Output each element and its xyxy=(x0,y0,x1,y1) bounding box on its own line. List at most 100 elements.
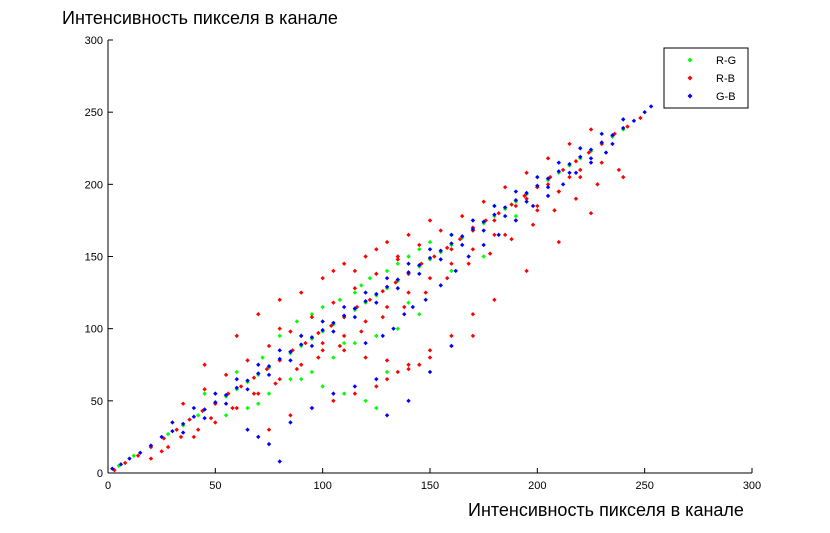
data-point xyxy=(492,203,497,209)
data-point xyxy=(406,366,411,372)
data-point xyxy=(470,226,476,232)
data-point xyxy=(509,236,514,242)
data-point xyxy=(406,398,411,404)
legend: R-G R-B G-B xyxy=(663,47,749,109)
data-point xyxy=(277,459,282,464)
data-point xyxy=(432,254,437,259)
data-point xyxy=(384,275,390,281)
data-point xyxy=(223,372,229,378)
data-point xyxy=(159,434,164,440)
data-point xyxy=(423,297,428,302)
data-point xyxy=(266,441,272,447)
data-point xyxy=(331,355,336,360)
data-point xyxy=(573,170,579,175)
data-point xyxy=(610,141,615,147)
data-point xyxy=(427,239,433,245)
data-point xyxy=(363,299,368,304)
data-point xyxy=(417,242,422,248)
data-point xyxy=(567,161,572,167)
data-point xyxy=(320,327,325,333)
data-point xyxy=(384,358,390,363)
data-point xyxy=(513,198,519,203)
data-point xyxy=(642,109,647,115)
y-tick-label: 0 xyxy=(97,468,103,480)
data-point xyxy=(417,362,422,367)
x-axis-label: Интенсивность пикселя в канале xyxy=(468,500,744,520)
legend-label: R-G xyxy=(716,55,736,67)
data-point xyxy=(423,290,428,295)
data-point xyxy=(513,203,519,209)
data-point xyxy=(331,320,336,326)
data-point xyxy=(460,242,465,248)
data-point xyxy=(299,333,304,339)
data-point xyxy=(238,384,244,389)
data-point xyxy=(320,348,325,353)
data-point xyxy=(294,319,300,324)
data-point xyxy=(331,329,336,334)
data-point xyxy=(567,174,572,180)
data-point xyxy=(545,156,551,161)
data-point xyxy=(131,453,136,458)
data-point xyxy=(406,232,411,238)
data-point xyxy=(509,202,514,207)
data-point xyxy=(530,203,536,209)
y-tick-label: 100 xyxy=(85,324,103,336)
data-point xyxy=(288,420,293,425)
data-point xyxy=(266,391,272,396)
data-point xyxy=(588,147,594,152)
data-point xyxy=(496,211,501,216)
data-point xyxy=(245,405,250,411)
data-point xyxy=(309,343,315,349)
data-point xyxy=(427,348,433,353)
data-point xyxy=(610,133,615,138)
data-point xyxy=(384,239,390,245)
data-point xyxy=(578,167,583,173)
data-point xyxy=(208,415,214,421)
data-point xyxy=(256,312,261,317)
data-point xyxy=(487,251,493,256)
axes: 0 50 100 150 200 250 300 0 50 100 150 200 250 300 xyxy=(85,35,762,492)
data-point xyxy=(256,391,261,396)
data-point xyxy=(556,169,561,174)
data-point xyxy=(556,160,561,165)
data-point xyxy=(395,286,400,291)
data-point xyxy=(524,199,529,204)
data-point xyxy=(395,369,400,375)
data-point xyxy=(234,333,239,339)
data-point xyxy=(481,228,486,233)
data-point xyxy=(427,275,433,281)
data-point xyxy=(112,467,117,473)
data-point xyxy=(309,369,315,375)
data-point xyxy=(545,193,551,199)
data-point xyxy=(374,300,379,305)
data-point xyxy=(359,329,364,334)
data-point xyxy=(481,219,486,225)
data-point xyxy=(496,232,501,238)
data-point xyxy=(352,340,358,346)
y-axis-label: Интенсивность пикселя в канале xyxy=(62,8,338,28)
data-point xyxy=(277,376,282,382)
data-point xyxy=(586,150,592,155)
data-point xyxy=(337,343,343,349)
data-point xyxy=(524,190,529,196)
data-point xyxy=(578,174,583,180)
data-point xyxy=(460,234,465,239)
data-point xyxy=(303,340,308,346)
data-point xyxy=(277,326,282,331)
data-point xyxy=(299,376,304,382)
x-tick-label: 250 xyxy=(635,480,653,492)
data-point xyxy=(492,212,497,217)
data-point xyxy=(545,185,551,190)
data-point xyxy=(363,319,368,324)
data-point xyxy=(288,413,293,418)
data-point xyxy=(545,176,551,181)
data-point xyxy=(524,268,529,274)
data-point xyxy=(374,333,379,339)
data-point xyxy=(202,407,207,412)
data-point xyxy=(438,248,443,253)
data-point xyxy=(256,362,261,367)
data-point xyxy=(535,203,540,209)
data-point xyxy=(363,254,368,259)
data-point xyxy=(363,355,368,360)
